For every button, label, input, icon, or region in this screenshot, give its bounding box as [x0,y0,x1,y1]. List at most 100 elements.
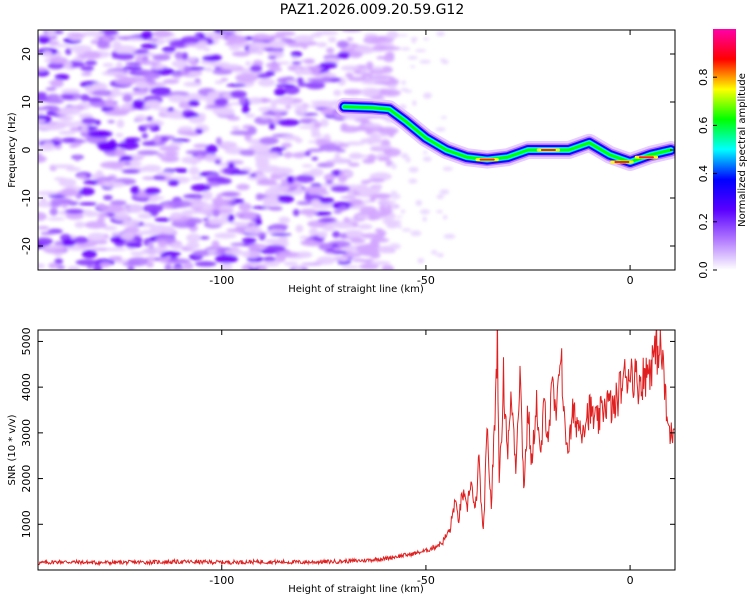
noise-blob [377,126,399,135]
noise-blob [38,212,47,221]
y-tick-label: 4000 [20,373,33,401]
noise-blob [283,85,300,95]
colorbar-tick-label: 0.4 [697,165,710,183]
noise-blob [142,204,164,213]
noise-blob [215,137,222,146]
noise-blob [49,56,68,64]
heatmap-area [38,30,675,270]
noise-blob [407,55,418,60]
noise-blob [156,171,174,176]
noise-blob [267,55,277,60]
noise-blob [330,157,350,164]
noise-blob [80,65,95,72]
noise-blob [40,197,47,204]
noise-blob [319,143,342,152]
noise-blob [268,66,283,73]
noise-blob [298,125,320,129]
noise-blob [128,37,144,42]
noise-blob [241,237,257,243]
noise-blob [142,176,156,180]
noise-blob [226,228,247,233]
noise-blob [96,177,115,181]
noise-blob [74,154,81,162]
noise-blob [128,204,144,213]
noise-blob [137,213,152,219]
noise-blob [174,51,183,60]
noise-blob [171,72,183,77]
noise-blob [205,182,221,187]
noise-blob [312,79,331,84]
y-tick-label: 5000 [20,327,33,355]
y-tick-label: -10 [20,189,33,207]
noise-blob [162,46,176,53]
noise-blob [367,178,385,183]
noise-blob [423,151,428,155]
noise-blob [339,232,348,239]
noise-blob [227,162,235,169]
noise-blob [248,267,260,270]
noise-blob [390,205,397,211]
noise-blob [164,263,172,270]
noise-blob [291,104,312,108]
noise-blob [143,82,167,87]
noise-blob [257,78,276,87]
noise-blob [127,266,135,270]
noise-blob [285,105,292,109]
noise-blob [325,222,334,230]
noise-blob [134,114,147,122]
noise-blob [110,87,121,97]
noise-blob [137,150,159,156]
noise-blob [214,66,223,70]
noise-blob [300,262,323,266]
noise-blob [81,72,92,77]
noise-blob [299,208,318,216]
noise-blob [311,199,321,206]
noise-blob [343,88,363,96]
noise-blob [299,235,310,240]
noise-blob [303,67,310,75]
noise-blob [311,156,319,161]
noise-blob [256,264,268,270]
noise-blob [262,199,272,208]
noise-blob [305,81,326,90]
noise-blob [124,137,141,143]
noise-blob [316,231,328,238]
noise-blob [304,151,311,157]
noise-blob [264,188,280,197]
noise-blob [442,214,448,220]
noise-blob [127,257,149,266]
noise-blob [132,99,145,109]
noise-blob [125,242,143,248]
noise-blob [362,158,375,164]
noise-blob [255,158,270,167]
noise-blob [268,201,280,206]
noise-blob [202,217,209,222]
noise-blob [160,155,180,163]
noise-blob [65,212,84,220]
noise-blob [146,261,154,268]
noise-blob [47,62,65,70]
noise-blob [384,147,401,157]
noise-blob [211,240,220,250]
noise-blob [330,185,351,193]
noise-blob [268,122,276,130]
noise-blob [270,99,278,108]
noise-blob [104,98,116,108]
snr-panel: -100 -50 0 1000 2000 3000 4000 5000 Height of … [7,327,676,595]
noise-blob [148,197,159,202]
noise-blob [216,177,232,185]
noise-blob [307,220,327,228]
noise-blob [204,153,217,162]
noise-blob [241,105,250,114]
noise-blob [423,92,432,99]
noise-blob [248,44,264,54]
noise-blob [113,52,135,61]
noise-blob [294,34,314,43]
noise-blob [141,30,154,39]
noise-blob [122,218,140,227]
noise-blob [301,164,313,168]
noise-blob [390,190,398,195]
noise-blob [330,221,348,226]
y-tick-label: 10 [20,95,33,109]
